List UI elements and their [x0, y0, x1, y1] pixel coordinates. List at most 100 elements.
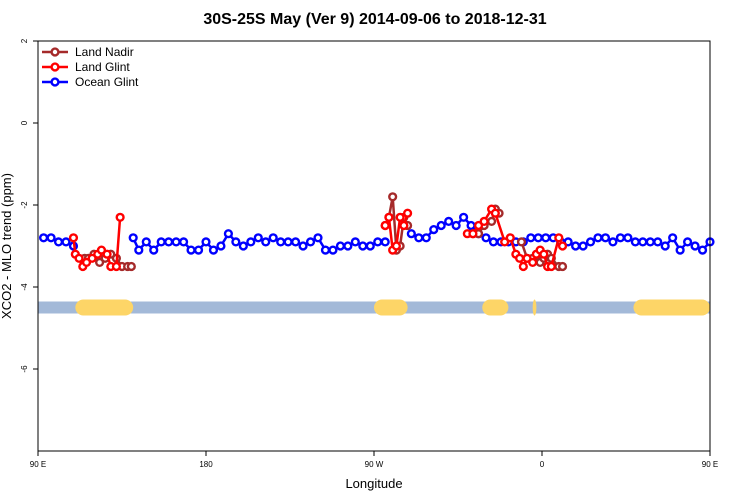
data-point [384, 212, 394, 222]
legend-item-land-nadir: Land Nadir [42, 45, 134, 59]
legend-label: Land Glint [75, 60, 130, 74]
chart-title: 30S-25S May (Ver 9) 2014-09-06 to 2018-1… [203, 11, 546, 28]
data-point [46, 233, 56, 243]
data-point [171, 237, 181, 247]
x-axis-label: Longitude [345, 476, 402, 491]
data-point [74, 253, 84, 263]
data-point [328, 245, 338, 255]
data-point [557, 261, 568, 272]
data-point [451, 220, 461, 231]
data-point [134, 245, 144, 255]
data-point [554, 233, 564, 243]
data-point [526, 233, 536, 243]
data-point [630, 237, 640, 247]
land-band-segment [633, 299, 710, 316]
land-band-segment [75, 299, 134, 316]
data-point [490, 208, 500, 218]
data-point [459, 212, 469, 222]
legend-marker [50, 62, 60, 72]
data-point [128, 233, 138, 243]
data-point [481, 233, 491, 243]
data-point [488, 237, 499, 247]
data-point [179, 237, 189, 247]
legend-label: Land Nadir [75, 45, 134, 59]
x-axis: 90 E 180 90 W 0 90 E [30, 451, 718, 469]
data-point [436, 220, 446, 231]
data-point [623, 233, 633, 243]
data-point [350, 237, 360, 247]
data-point [487, 216, 497, 227]
data-point [638, 237, 648, 247]
data-point [570, 241, 581, 251]
y-tick-label: -2 [20, 201, 29, 209]
y-tick-label: 2 [20, 38, 29, 43]
legend-label: Ocean Glint [75, 75, 139, 89]
data-point [223, 229, 234, 239]
data-point [421, 233, 431, 243]
data-point [358, 241, 368, 251]
data-point [126, 261, 136, 272]
data-point [102, 249, 112, 259]
data-point [653, 237, 663, 247]
data-point [466, 220, 476, 231]
data-point [697, 245, 708, 255]
data-point [335, 241, 346, 251]
data-point [268, 233, 278, 243]
x-tick-label: 90 E [702, 460, 718, 469]
data-point [403, 208, 413, 218]
land-band-segment [482, 299, 509, 316]
data-point [238, 241, 248, 251]
data-point [557, 241, 568, 251]
data-point [61, 237, 71, 247]
data-point [291, 237, 301, 247]
data-point [406, 229, 416, 239]
data-point [541, 233, 551, 243]
data-point [399, 220, 409, 231]
data-point [600, 233, 611, 243]
data-point [365, 241, 375, 251]
series-ocean-glint [38, 212, 715, 255]
data-point [201, 237, 211, 247]
data-point [682, 237, 693, 247]
data-point [216, 241, 226, 251]
x-tick-label: 0 [540, 460, 545, 469]
data-point [298, 241, 308, 251]
data-point [380, 220, 390, 231]
data-point [164, 237, 174, 247]
data-point [208, 245, 219, 255]
y-tick-label: -6 [20, 365, 29, 373]
data-point [518, 261, 528, 272]
data-point [668, 233, 678, 243]
data-point [68, 233, 79, 243]
data-point [675, 245, 685, 255]
data-point [578, 241, 588, 251]
data-point [320, 245, 331, 255]
y-axis: 2 0 -2 -4 -6 [20, 38, 38, 373]
data-point [514, 253, 525, 263]
data-point [111, 261, 122, 272]
data-point [246, 237, 256, 247]
data-point [156, 237, 166, 247]
legend-item-land-glint: Land Glint [42, 60, 130, 74]
y-tick-label: 0 [20, 120, 29, 125]
data-point [615, 233, 626, 243]
data-point [253, 233, 263, 243]
land-band-segment [374, 299, 408, 316]
legend-marker [50, 77, 60, 87]
legend-item-ocean-glint: Ocean Glint [42, 75, 139, 89]
data-point [505, 233, 515, 243]
series-land-glint [68, 204, 568, 272]
data-point [53, 237, 64, 247]
data-point [115, 212, 125, 222]
x-tick-label: 90 W [365, 460, 384, 469]
data-point [313, 233, 323, 243]
data-point [343, 241, 353, 251]
data-point [186, 245, 196, 255]
x-tick-label: 180 [199, 460, 213, 469]
series-layer [38, 192, 715, 272]
data-point [516, 237, 527, 247]
data-point [608, 237, 618, 247]
data-point [660, 241, 670, 251]
